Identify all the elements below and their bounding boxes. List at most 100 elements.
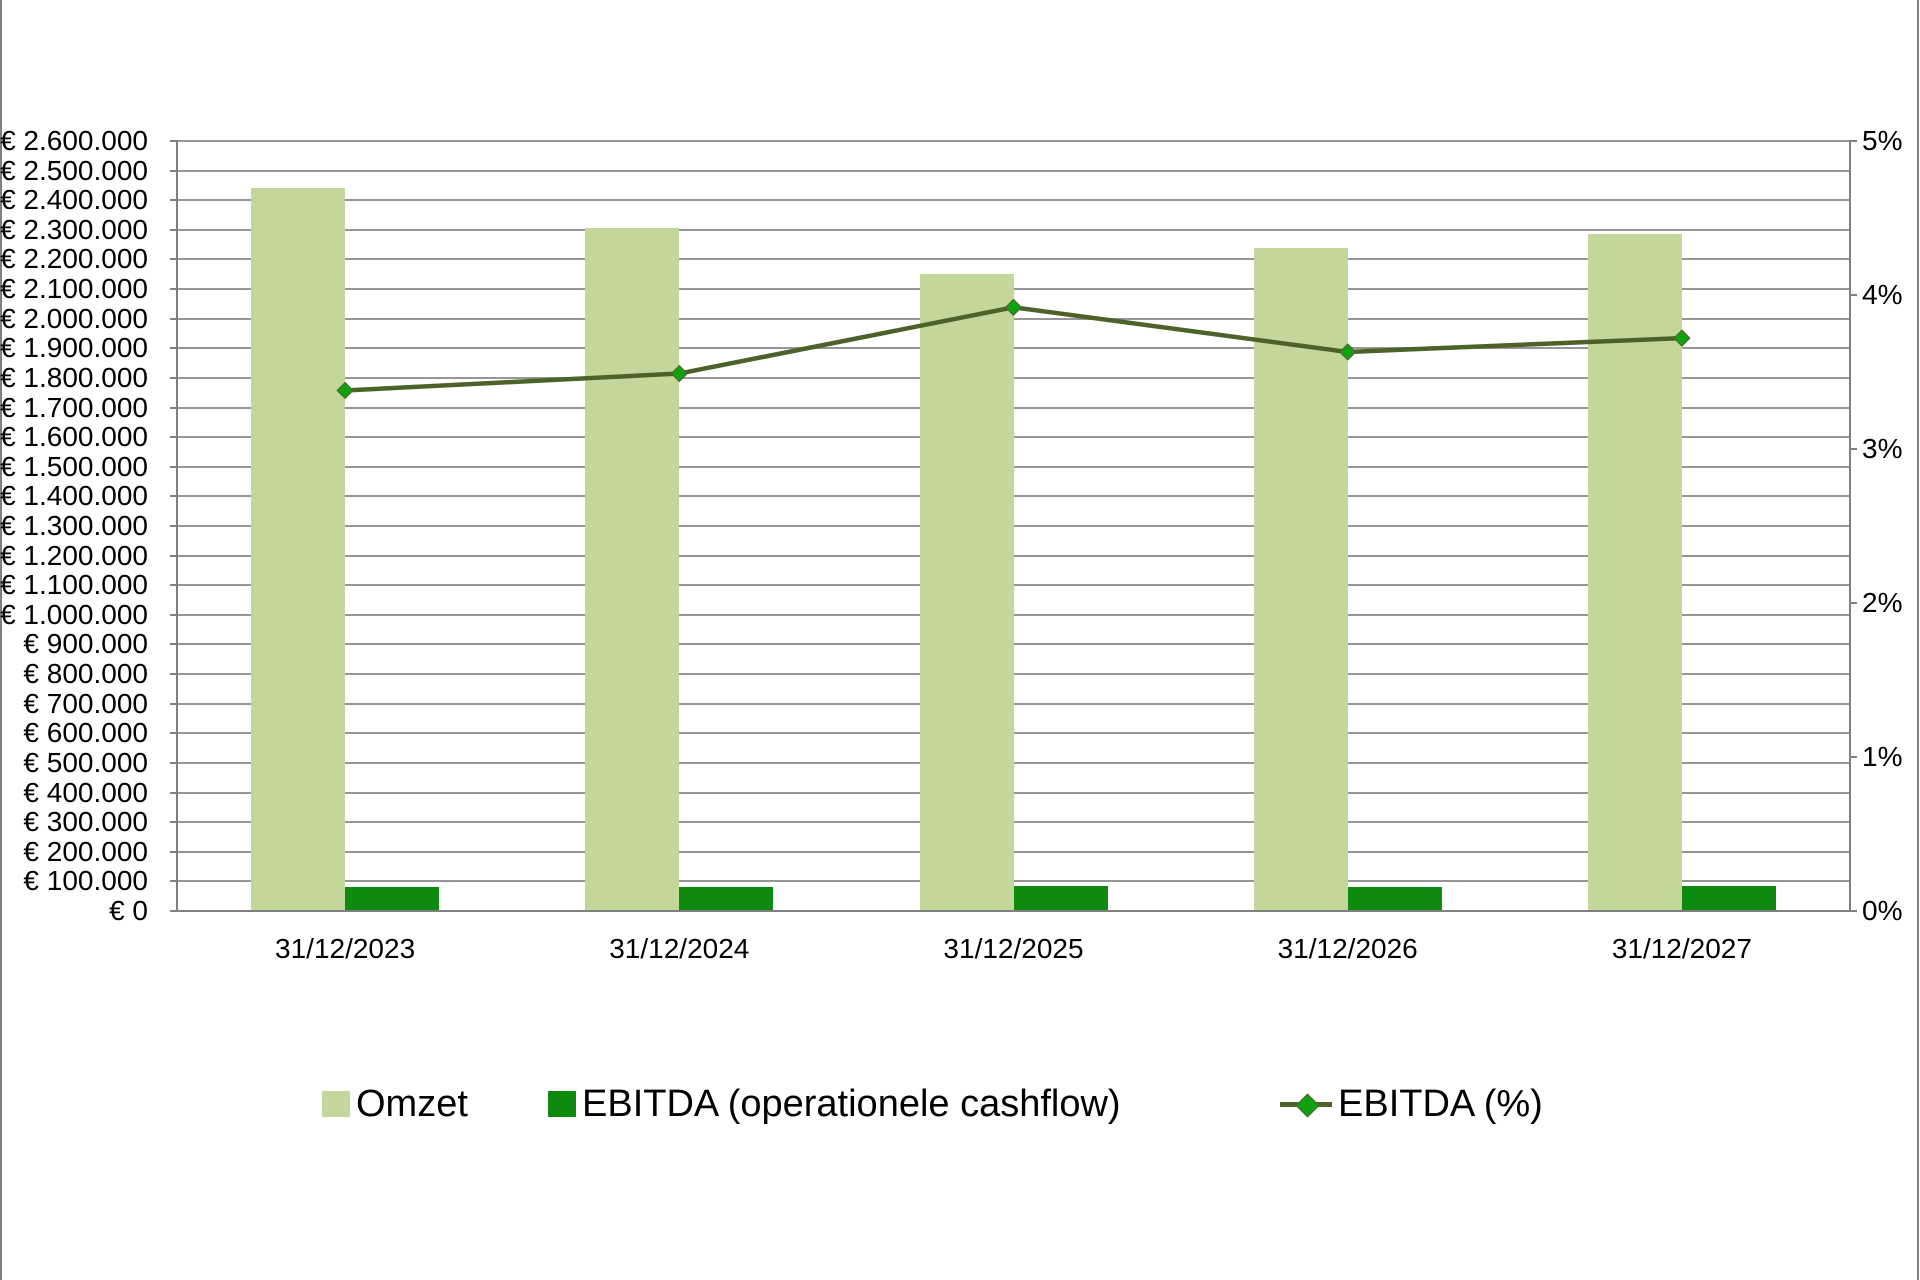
- ebitda-bar: [1681, 885, 1776, 911]
- chart-left-border: [0, 0, 2, 1280]
- right-axis-tick: [1849, 448, 1857, 450]
- left-axis-tick-label: € 1.400.000: [0, 480, 148, 512]
- chart-right-border: [1917, 0, 1919, 1280]
- legend-label-ebitda: EBITDA (operationele cashflow): [582, 1083, 1121, 1125]
- left-axis-tick-label: € 2.400.000: [0, 184, 148, 216]
- gridline: [178, 436, 1849, 439]
- gridline: [178, 495, 1849, 498]
- left-axis-tick: [170, 495, 178, 498]
- x-axis-label: 31/12/2023: [275, 933, 416, 964]
- left-axis-tick: [170, 613, 178, 616]
- legend-marker-sample: [1295, 1093, 1320, 1118]
- left-axis-tick: [170, 525, 178, 527]
- legend-swatch-omzet: [322, 1091, 350, 1117]
- legend-label-omzet: Omzet: [356, 1083, 468, 1125]
- gridline: [178, 465, 1849, 468]
- left-axis-tick-label: € 1.200.000: [0, 539, 148, 571]
- gridline: [178, 199, 1849, 202]
- left-axis-tick: [170, 140, 178, 142]
- x-axis-label: 31/12/2026: [1277, 933, 1418, 964]
- x-axis-line: [176, 910, 1851, 912]
- omzet-bar: [1587, 234, 1682, 911]
- left-axis-tick-label: € 2.500.000: [0, 154, 148, 186]
- left-axis-tick: [170, 347, 178, 350]
- ebitda-bar: [345, 886, 440, 911]
- right-axis-tick: [1849, 910, 1857, 912]
- left-axis-tick-label: € 1.100.000: [0, 569, 148, 601]
- left-axis-tick-label: € 0: [109, 895, 148, 926]
- left-axis-tick-label: € 1.900.000: [0, 332, 148, 364]
- right-axis-line: [1849, 141, 1851, 911]
- left-axis-tick-label: € 2.600.000: [0, 125, 148, 156]
- left-axis-tick-label: € 2.200.000: [0, 243, 148, 275]
- left-axis-tick-label: € 1.000.000: [0, 598, 148, 630]
- left-axis-tick-label: € 2.000.000: [0, 302, 148, 334]
- omzet-bar: [1253, 247, 1348, 911]
- right-axis-tick-label: 0%: [1862, 895, 1903, 926]
- left-axis-tick: [170, 821, 178, 824]
- left-axis-tick-label: € 400.000: [23, 776, 148, 808]
- left-axis-tick: [170, 643, 178, 646]
- right-axis-tick: [1849, 140, 1857, 142]
- left-axis-tick: [170, 436, 178, 439]
- left-axis-tick-label: € 1.500.000: [0, 450, 148, 482]
- left-axis-tick: [170, 288, 178, 291]
- left-axis-tick: [170, 850, 178, 853]
- gridline: [178, 761, 1849, 764]
- left-axis-tick-label: € 1.700.000: [0, 391, 148, 423]
- left-axis-tick: [170, 406, 178, 409]
- right-axis-tick: [1849, 756, 1857, 758]
- gridline: [178, 525, 1849, 527]
- left-axis-tick: [170, 376, 178, 379]
- right-axis-tick-label: 3%: [1862, 433, 1903, 464]
- x-axis-label: 31/12/2024: [609, 933, 750, 964]
- left-axis-tick: [170, 199, 178, 202]
- left-axis-tick-label: € 600.000: [23, 717, 148, 749]
- left-axis-tick-label: € 2.300.000: [0, 213, 148, 245]
- right-axis-tick-label: 4%: [1862, 279, 1903, 310]
- left-axis-tick: [170, 910, 178, 912]
- left-axis-tick-label: € 1.800.000: [0, 361, 148, 393]
- gridline: [178, 791, 1849, 794]
- gridline: [178, 169, 1849, 172]
- right-axis-tick: [1849, 294, 1857, 296]
- gridline: [178, 228, 1849, 231]
- left-axis-tick: [170, 761, 178, 764]
- right-axis-tick-label: 2%: [1862, 587, 1903, 618]
- left-axis-tick: [170, 317, 178, 320]
- left-axis-tick-label: € 1.300.000: [0, 510, 148, 541]
- gridline: [178, 613, 1849, 616]
- left-axis-tick: [170, 258, 178, 261]
- gridline: [178, 702, 1849, 705]
- left-axis-tick: [170, 791, 178, 794]
- legend-swatch-ebitda: [548, 1091, 576, 1117]
- gridline: [178, 850, 1849, 853]
- x-axis-label: 31/12/2025: [943, 933, 1084, 964]
- left-axis-tick: [170, 554, 178, 557]
- gridline: [178, 554, 1849, 557]
- right-axis-tick-label: 1%: [1862, 741, 1903, 772]
- right-axis-tick-label: 5%: [1862, 125, 1903, 156]
- left-axis-tick: [170, 673, 178, 676]
- left-axis-tick: [170, 732, 178, 735]
- left-axis-tick: [170, 228, 178, 231]
- left-axis-tick-label: € 300.000: [23, 806, 148, 838]
- left-axis-tick-label: € 1.600.000: [0, 421, 148, 453]
- left-axis-tick-label: € 700.000: [23, 687, 148, 719]
- gridline: [178, 406, 1849, 409]
- gridline: [178, 140, 1849, 142]
- left-axis-tick-label: € 900.000: [23, 628, 148, 660]
- legend-label-ebitda-percent: EBITDA (%): [1338, 1083, 1543, 1125]
- gridline: [178, 732, 1849, 735]
- left-axis-tick-label: € 2.100.000: [0, 273, 148, 305]
- gridline: [178, 288, 1849, 291]
- left-axis-tick-label: € 500.000: [23, 746, 148, 778]
- right-axis-tick: [1849, 602, 1857, 604]
- left-axis-tick: [170, 702, 178, 705]
- left-axis-tick-label: € 200.000: [23, 835, 148, 867]
- left-axis-tick: [170, 465, 178, 468]
- gridline: [178, 673, 1849, 676]
- omzet-bar: [251, 188, 346, 911]
- gridline: [178, 584, 1849, 587]
